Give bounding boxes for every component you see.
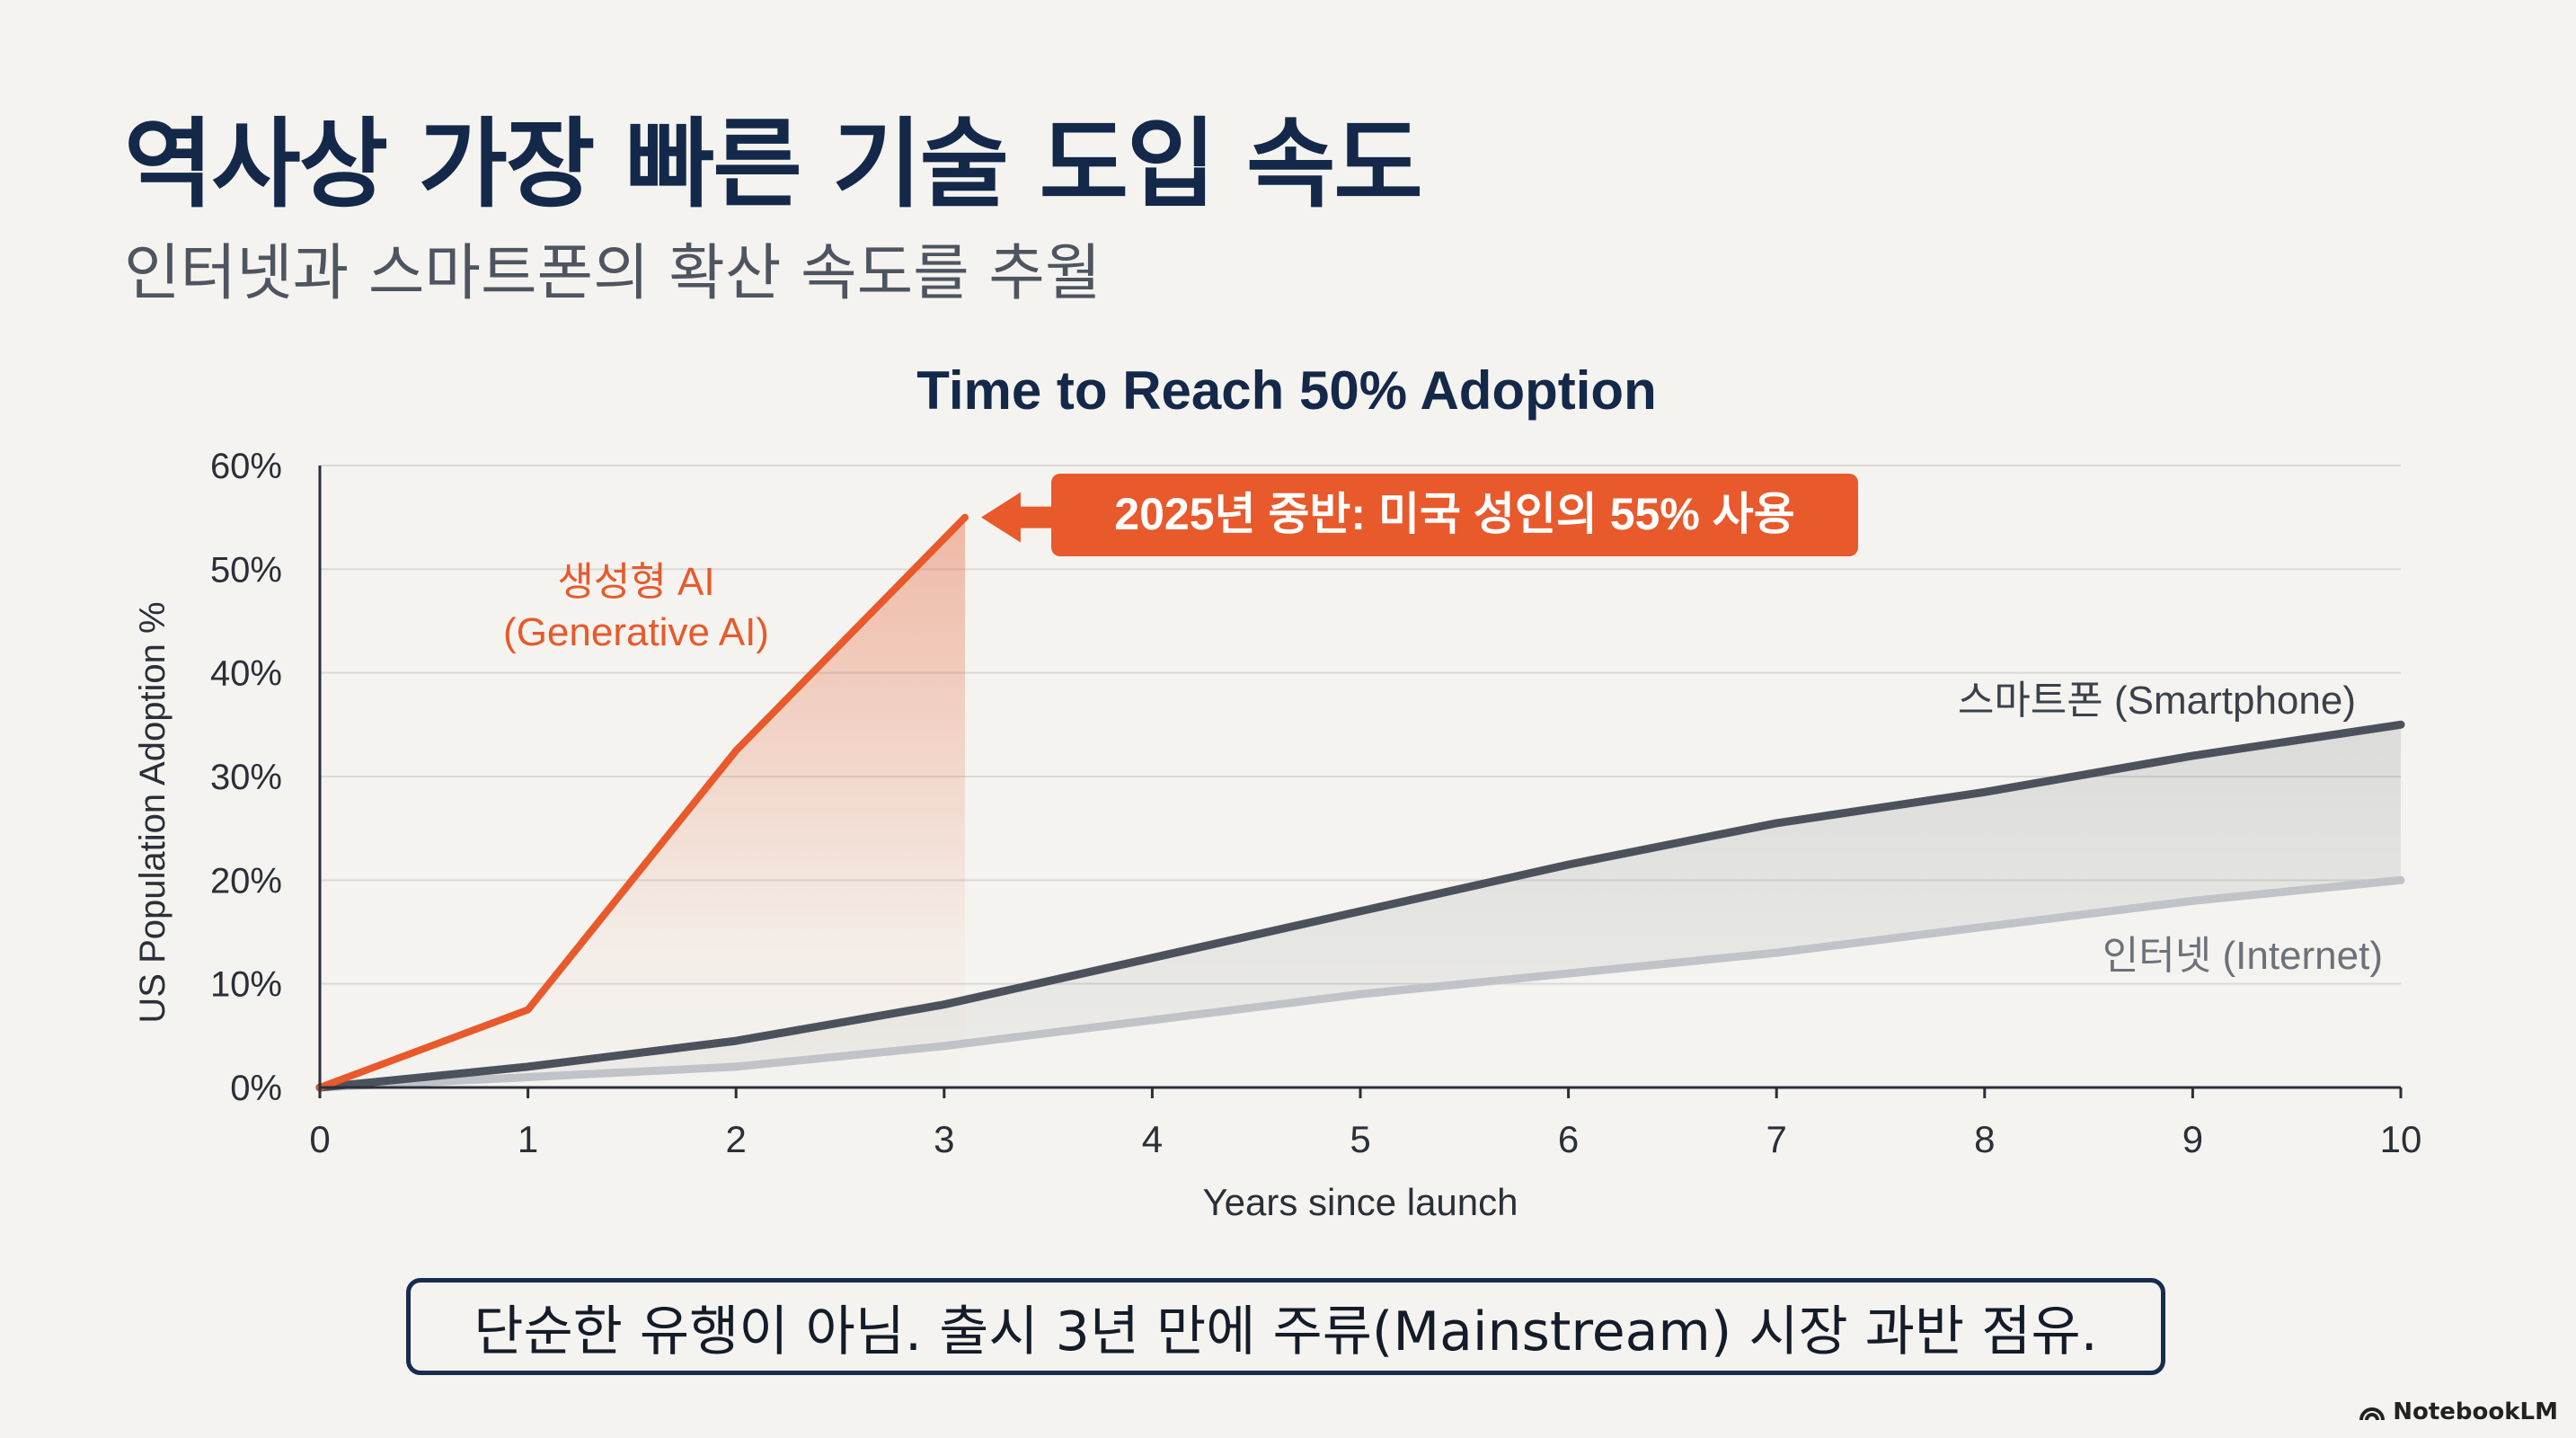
smartphone-series-line — [315, 720, 2405, 1092]
key-takeaway-box: 단순한 유행이 아님. 출시 3년 만에 주류(Mainstream) 시장 과… — [406, 1278, 2165, 1375]
smartphone-label: 스마트폰 (Smartphone) — [1958, 679, 2356, 723]
callout-text: 2025년 중반: 미국 성인의 55% 사용 — [1114, 489, 1794, 539]
adoption-chart: Time to Reach 50% Adoption 0%10%20%30%40… — [133, 360, 2422, 1223]
generative-ai-area — [320, 517, 965, 1087]
x-tick-label: 8 — [1974, 1118, 1995, 1160]
internet-series-line — [315, 875, 2405, 1092]
y-tick-label: 60% — [210, 447, 282, 486]
y-tick-label: 40% — [210, 654, 282, 694]
page-title: 역사상 가장 빠른 기술 도입 속도 — [124, 109, 1423, 221]
x-tick-label: 2 — [726, 1118, 747, 1160]
notebooklm-logo-icon — [2359, 1407, 2386, 1421]
y-tick-label: 20% — [210, 861, 282, 901]
x-tick-label: 0 — [309, 1118, 330, 1160]
internet-label: 인터넷 (Internet) — [2102, 934, 2383, 978]
callout-arrow-icon — [980, 492, 1055, 543]
x-tick-label: 1 — [518, 1118, 538, 1160]
y-axis-title: US Population Adoption % — [133, 601, 173, 1023]
generative-ai-label: 생성형 AI (Generative AI) — [503, 560, 769, 654]
x-tick-label: 9 — [2182, 1118, 2203, 1160]
callout-box — [1051, 474, 1858, 556]
x-tick-label: 10 — [2380, 1118, 2422, 1160]
y-tick-label: 0% — [230, 1069, 282, 1108]
y-tick-label: 50% — [210, 550, 282, 590]
generative-ai-series-line — [316, 513, 969, 1091]
x-tick-label: 3 — [934, 1118, 954, 1160]
x-tick-label: 4 — [1142, 1118, 1163, 1160]
x-tick-label: 5 — [1350, 1118, 1370, 1160]
page-subtitle: 인터넷과 스마트폰의 확산 속도를 추월 — [124, 238, 1102, 309]
brand-footer: NotebookLM — [2359, 1398, 2558, 1425]
brand-name: NotebookLM — [2393, 1398, 2558, 1425]
smartphone-internet-gap-area — [320, 724, 2401, 1087]
y-tick-label: 10% — [210, 965, 282, 1005]
x-axis-title: Years since launch — [1202, 1181, 1518, 1223]
x-tick-label: 7 — [1766, 1118, 1787, 1160]
generative-ai-label-line: 생성형 AI — [557, 560, 714, 604]
y-tick-label: 30% — [210, 758, 282, 797]
x-tick-label: 6 — [1558, 1118, 1579, 1160]
chart-title: Time to Reach 50% Adoption — [916, 360, 1656, 421]
generative-ai-label-line: (Generative AI) — [503, 610, 769, 654]
